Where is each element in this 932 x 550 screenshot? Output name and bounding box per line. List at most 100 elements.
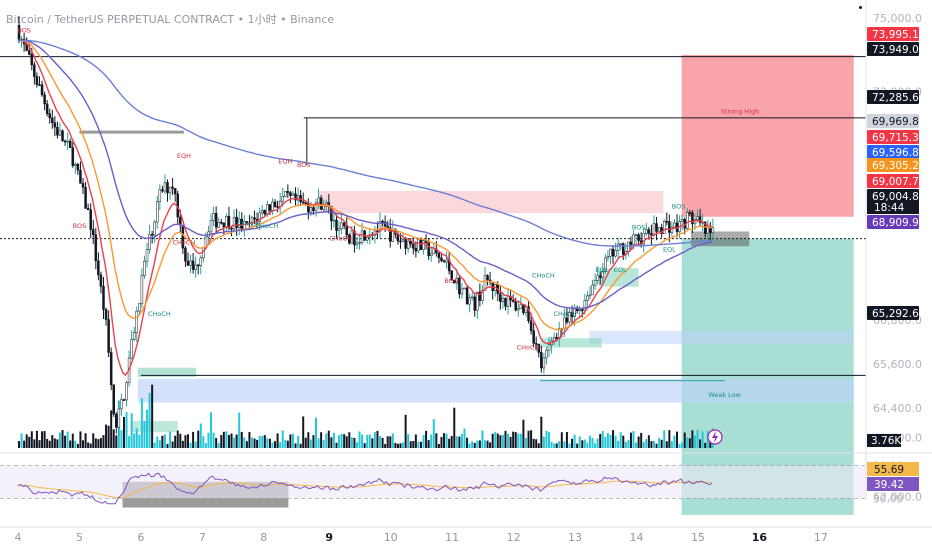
volume-bar — [471, 441, 474, 448]
volume-bar — [133, 433, 136, 448]
y-tick-label: 75,000.0 — [873, 12, 922, 25]
candle-body — [94, 234, 98, 262]
volume-bar — [261, 436, 264, 448]
candle-body — [184, 247, 187, 262]
rsi-ma-line — [17, 480, 712, 499]
volume-bar — [110, 410, 113, 448]
volume-bar — [450, 435, 453, 448]
ema-mid-line — [17, 39, 712, 331]
volume-bar — [496, 433, 499, 448]
volume-bar — [266, 438, 269, 448]
candle-body — [125, 382, 128, 401]
candle-body — [191, 260, 195, 270]
x-tick-label: 9 — [325, 531, 333, 544]
volume-bar — [151, 384, 154, 448]
x-tick-label: 5 — [76, 531, 83, 544]
candle-body — [598, 275, 602, 278]
volume-bar — [279, 442, 282, 448]
volume-bar — [476, 440, 479, 448]
candle-body — [71, 147, 75, 166]
candle-body — [470, 296, 474, 299]
annotation-label: BOS — [672, 202, 686, 210]
volume-bar — [258, 436, 261, 448]
volume-bar — [271, 442, 274, 448]
menu-dot-icon[interactable] — [859, 6, 862, 9]
candle-body — [583, 300, 587, 311]
volume-bar — [263, 435, 266, 448]
candle-body — [706, 227, 710, 234]
candle-body — [135, 310, 139, 333]
interval-label[interactable]: 1小时 — [247, 13, 277, 26]
volume-bar — [253, 438, 256, 448]
volume-bar — [51, 435, 54, 448]
volume-bar — [629, 432, 632, 448]
volume-bar — [548, 431, 551, 448]
volume-bar — [594, 443, 597, 448]
volume-bar — [637, 436, 640, 448]
candle-body — [465, 287, 469, 305]
candle-body — [289, 192, 292, 196]
volume-bar — [363, 443, 366, 448]
candle-body — [35, 76, 39, 85]
volume-bar — [43, 431, 46, 448]
candle-body — [217, 221, 220, 228]
volume-bar — [184, 435, 187, 448]
volume-bar — [166, 443, 169, 448]
candle-body — [547, 344, 551, 351]
candle-body — [312, 207, 315, 211]
price-tag — [867, 306, 919, 320]
volume-bar — [576, 443, 579, 448]
volume-bar — [706, 431, 709, 448]
candle-body — [588, 294, 592, 297]
header-separator-2: • — [280, 13, 287, 26]
volume-bar — [315, 417, 318, 448]
volume-bar — [494, 431, 497, 448]
candle-body — [555, 337, 558, 340]
candle-body — [611, 248, 615, 257]
volume-bar — [322, 440, 325, 448]
candle-body — [225, 216, 228, 228]
volume-bar — [535, 439, 538, 448]
volume-bar — [222, 431, 225, 448]
candle-body — [43, 94, 46, 105]
volume-bar — [422, 435, 425, 448]
candle-body — [102, 286, 105, 310]
price-tag — [867, 42, 919, 56]
volume-bar — [430, 434, 433, 448]
volume-bar — [640, 432, 643, 448]
candle-body — [63, 140, 67, 143]
volume-bar — [268, 438, 271, 448]
volume-bar — [179, 433, 182, 448]
candle-body — [552, 337, 556, 342]
candle-body — [568, 312, 571, 323]
candle-body — [173, 188, 177, 195]
annotation-label: BOS — [73, 222, 87, 230]
volume-bar — [604, 437, 607, 448]
candle-body — [596, 275, 599, 281]
volume-bar — [568, 443, 571, 448]
candle-body — [40, 84, 44, 96]
volume-bar — [573, 434, 576, 448]
candle-body — [581, 309, 584, 312]
volume-bar — [489, 442, 492, 448]
annotation-label: BOS — [17, 27, 31, 35]
volume-bar — [686, 437, 689, 448]
volume-bar — [514, 432, 517, 448]
candle-body — [260, 210, 264, 214]
volume-bar — [355, 442, 358, 448]
volume-bar — [606, 432, 609, 448]
volume-bar — [353, 437, 356, 448]
volume-bar — [30, 431, 33, 448]
candle-body — [511, 299, 515, 302]
candle-body — [273, 201, 277, 207]
candle-body — [271, 201, 274, 211]
volume-bar — [312, 435, 315, 448]
candle-body — [406, 240, 410, 249]
volume-bar — [432, 419, 435, 448]
volume-bar — [358, 431, 361, 448]
volume-bar — [427, 440, 430, 448]
candle-body — [33, 64, 36, 77]
candle-body — [688, 212, 692, 214]
candle-body — [616, 243, 620, 251]
